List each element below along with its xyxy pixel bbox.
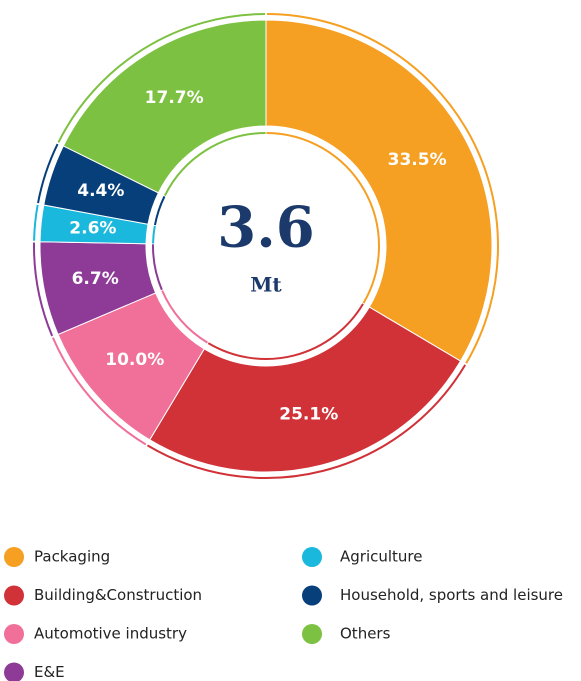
donut-segment — [265, 19, 493, 362]
donut-segment — [62, 19, 267, 194]
value-label: 6.7% — [72, 269, 119, 289]
legend-label: Others — [340, 625, 391, 643]
legend-swatch — [302, 624, 322, 644]
legend-swatch — [302, 547, 322, 567]
legend-label: Household, sports and leisure — [340, 586, 563, 604]
center-value: 3.6 — [217, 195, 314, 261]
donut-segment — [149, 306, 462, 473]
value-label: 33.5% — [388, 150, 447, 170]
value-label: 10.0% — [105, 350, 164, 370]
inner-ring-arc — [152, 244, 163, 291]
legend-swatch — [4, 624, 24, 644]
outer-ring-arc — [33, 204, 39, 241]
legend-swatch — [4, 585, 24, 606]
inner-ring-arc — [266, 132, 380, 304]
inner-ring-arc — [207, 303, 364, 360]
inner-ring-arc — [152, 225, 156, 244]
value-label: 17.7% — [145, 88, 204, 108]
outer-ring-arc — [266, 13, 499, 364]
value-label: 4.4% — [77, 181, 124, 201]
center-unit: Mt — [250, 273, 282, 297]
legend-label: Building&Construction — [34, 586, 202, 604]
legend-swatch — [302, 585, 322, 606]
outer-ring-arc — [33, 242, 54, 337]
outer-ring-arc — [51, 337, 147, 446]
legend-swatch — [4, 547, 24, 567]
legend-label: E&E — [34, 663, 65, 681]
legend-label: Automotive industry — [34, 625, 187, 643]
outer-ring-arc — [146, 364, 467, 479]
outer-ring-arc — [37, 143, 59, 204]
legend-swatch — [4, 662, 24, 681]
value-label: 25.1% — [279, 405, 338, 425]
legend-label: Packaging — [34, 548, 110, 566]
inner-ring-arc — [161, 290, 208, 344]
value-label: 2.6% — [69, 219, 116, 239]
inner-ring-arc — [153, 195, 166, 226]
outer-ring-arc — [57, 13, 266, 143]
inner-ring-arc — [163, 132, 266, 197]
legend-label: Agriculture — [340, 548, 423, 566]
